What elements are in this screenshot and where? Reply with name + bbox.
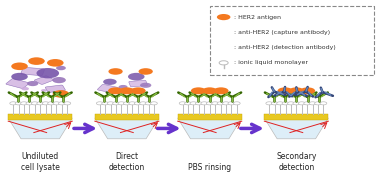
Bar <box>95 114 159 120</box>
Circle shape <box>140 83 151 88</box>
FancyBboxPatch shape <box>98 84 119 93</box>
Circle shape <box>185 102 191 105</box>
Circle shape <box>277 102 284 105</box>
Circle shape <box>195 102 202 105</box>
Text: PBS rinsing: PBS rinsing <box>188 163 231 172</box>
Circle shape <box>113 102 119 105</box>
Circle shape <box>15 102 22 105</box>
Circle shape <box>314 102 321 105</box>
Circle shape <box>48 102 54 105</box>
Circle shape <box>128 73 144 80</box>
Circle shape <box>52 77 66 83</box>
Circle shape <box>11 73 28 80</box>
Circle shape <box>36 68 59 78</box>
Polygon shape <box>264 118 328 139</box>
Circle shape <box>145 102 152 105</box>
Circle shape <box>134 102 141 105</box>
Circle shape <box>179 102 186 105</box>
Circle shape <box>309 102 316 105</box>
Circle shape <box>223 102 229 105</box>
FancyBboxPatch shape <box>210 6 373 75</box>
Circle shape <box>103 79 117 85</box>
Circle shape <box>96 102 103 105</box>
FancyBboxPatch shape <box>129 80 147 87</box>
Circle shape <box>320 102 327 105</box>
Circle shape <box>190 102 197 105</box>
Circle shape <box>42 102 49 105</box>
FancyBboxPatch shape <box>34 76 54 84</box>
Circle shape <box>266 102 273 105</box>
Circle shape <box>41 89 47 92</box>
Text: : ionic liquid monolayer: : ionic liquid monolayer <box>234 60 308 65</box>
Text: : anti-HER2 (detection antibody): : anti-HER2 (detection antibody) <box>234 45 336 50</box>
Circle shape <box>59 102 65 105</box>
Circle shape <box>108 87 123 94</box>
Text: Undiluted
cell lysate: Undiluted cell lysate <box>21 152 60 172</box>
Circle shape <box>217 102 224 105</box>
Circle shape <box>289 87 304 94</box>
Circle shape <box>22 87 29 90</box>
Circle shape <box>119 85 128 89</box>
Circle shape <box>11 62 28 70</box>
Circle shape <box>140 102 147 105</box>
Circle shape <box>26 102 33 105</box>
Circle shape <box>219 61 228 65</box>
Circle shape <box>107 102 114 105</box>
Text: Secondary
detection: Secondary detection <box>276 152 316 172</box>
Circle shape <box>56 66 66 70</box>
Circle shape <box>28 57 45 65</box>
Polygon shape <box>178 118 242 139</box>
Circle shape <box>214 87 229 94</box>
Circle shape <box>124 102 130 105</box>
Circle shape <box>129 102 136 105</box>
Circle shape <box>138 68 153 75</box>
Circle shape <box>212 102 218 105</box>
Circle shape <box>206 102 213 105</box>
Bar <box>178 114 242 120</box>
Circle shape <box>131 87 146 94</box>
Circle shape <box>271 102 278 105</box>
Circle shape <box>31 102 38 105</box>
Circle shape <box>150 102 157 105</box>
Circle shape <box>304 102 311 105</box>
Bar <box>8 114 72 120</box>
Circle shape <box>288 102 294 105</box>
Circle shape <box>233 102 240 105</box>
Circle shape <box>102 102 108 105</box>
Circle shape <box>300 87 315 94</box>
Circle shape <box>27 81 38 86</box>
Circle shape <box>108 68 123 75</box>
FancyBboxPatch shape <box>6 79 29 88</box>
Text: : HER2 antigen: : HER2 antigen <box>234 15 281 20</box>
Circle shape <box>298 102 305 105</box>
Polygon shape <box>8 118 72 139</box>
Circle shape <box>119 87 135 94</box>
Circle shape <box>293 102 300 105</box>
Circle shape <box>47 59 64 67</box>
Circle shape <box>53 102 60 105</box>
FancyBboxPatch shape <box>45 85 65 92</box>
Circle shape <box>191 87 206 94</box>
Circle shape <box>53 90 69 98</box>
Bar <box>264 114 328 120</box>
Circle shape <box>20 102 27 105</box>
Polygon shape <box>95 118 159 139</box>
Circle shape <box>217 14 231 20</box>
Circle shape <box>10 102 17 105</box>
Circle shape <box>118 102 125 105</box>
Circle shape <box>282 102 289 105</box>
Circle shape <box>277 87 293 94</box>
FancyBboxPatch shape <box>21 67 45 76</box>
Circle shape <box>37 102 43 105</box>
Circle shape <box>202 87 217 94</box>
Circle shape <box>64 102 71 105</box>
Text: Direct
detection: Direct detection <box>109 152 145 172</box>
Circle shape <box>201 102 208 105</box>
Circle shape <box>228 102 235 105</box>
Text: : anti-HER2 (capture antibody): : anti-HER2 (capture antibody) <box>234 30 330 35</box>
